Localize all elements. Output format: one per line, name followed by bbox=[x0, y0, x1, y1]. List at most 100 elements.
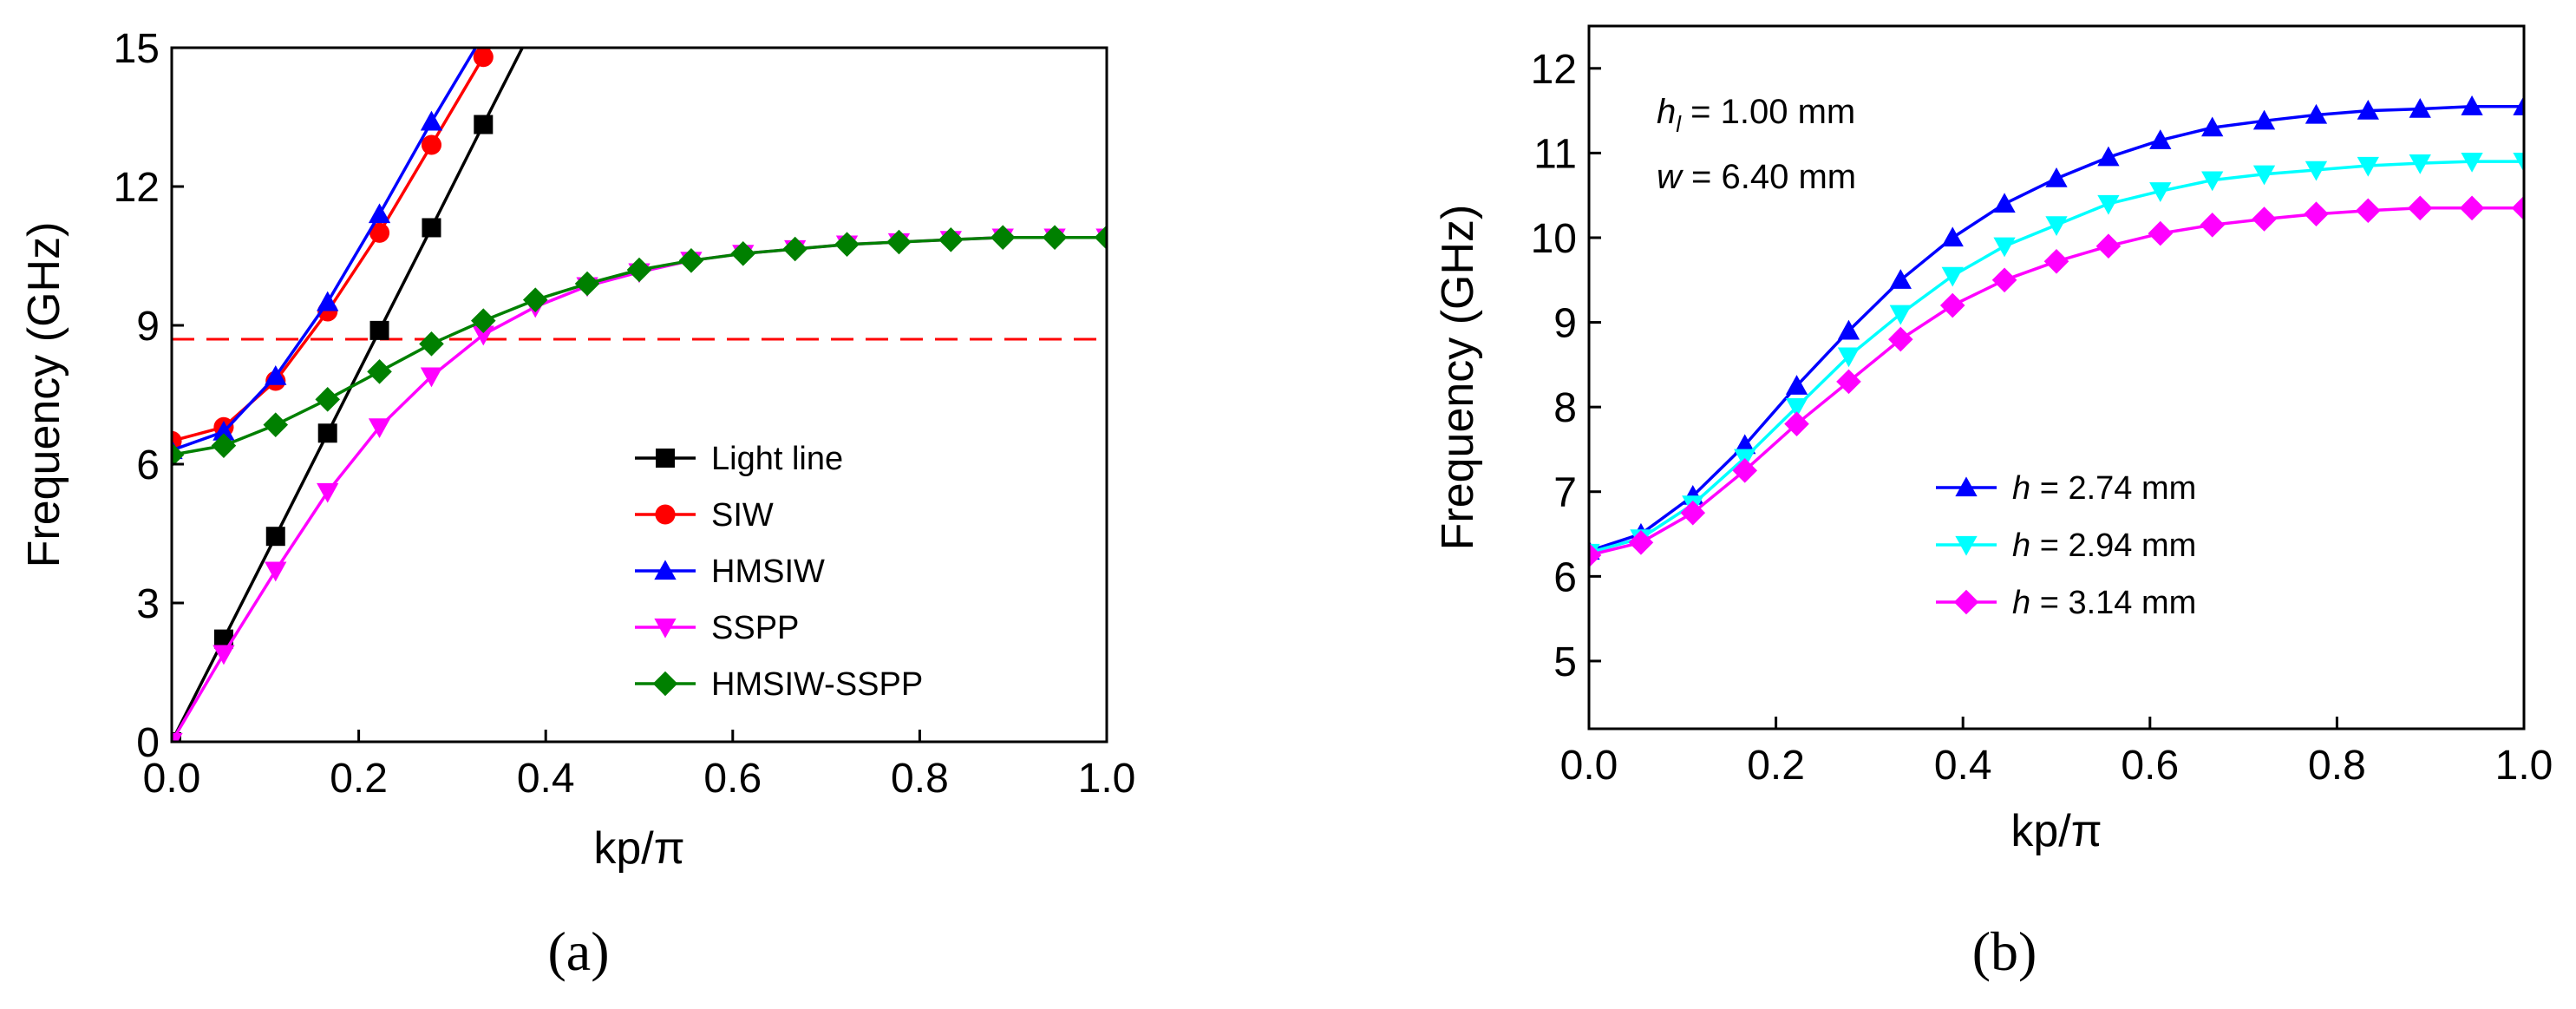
legend-marker bbox=[654, 560, 677, 580]
legend-label: HMSIW bbox=[711, 554, 825, 590]
series-line bbox=[172, 48, 491, 442]
data-point bbox=[474, 115, 494, 134]
chart-b-caption: (b) bbox=[1972, 921, 2037, 982]
legend-item: h = 2.94 mm bbox=[1936, 527, 2196, 564]
legend-label: Light line bbox=[711, 441, 843, 477]
chart-b-annotations: hl = 1.00 mm w = 6.40 mm bbox=[1657, 93, 1856, 196]
data-point bbox=[369, 222, 390, 243]
data-point bbox=[470, 308, 496, 333]
legend-label: h = 2.74 mm bbox=[2012, 470, 2196, 507]
data-point bbox=[1042, 225, 1068, 250]
x-tick-label: 0.2 bbox=[330, 756, 388, 802]
y-tick-label: 12 bbox=[114, 165, 160, 211]
data-point bbox=[367, 359, 392, 384]
data-point bbox=[419, 331, 444, 357]
chart-a-x-ticks: 0.0 0.2 0.4 0.6 0.8 1.0 bbox=[143, 730, 1136, 802]
chart-a-legend: Light line SIW HMSIW SSPP HMSIW-SSPP bbox=[635, 441, 923, 703]
data-point bbox=[2201, 116, 2224, 137]
chart-a-caption: (a) bbox=[547, 921, 609, 982]
data-point bbox=[2357, 156, 2379, 177]
legend-item: h = 3.14 mm bbox=[1936, 585, 2196, 621]
chart-a-series-group bbox=[172, 48, 1107, 742]
data-point bbox=[421, 134, 442, 155]
data-point bbox=[422, 218, 441, 238]
chart-b-series-group bbox=[1589, 95, 2524, 568]
data-point bbox=[938, 227, 964, 252]
series-line bbox=[172, 48, 477, 452]
x-tick-label: 0.6 bbox=[2121, 743, 2179, 789]
data-point bbox=[834, 232, 860, 257]
chart-b-x-label: kp/π bbox=[2010, 806, 2102, 856]
data-point bbox=[2097, 194, 2120, 215]
data-point bbox=[212, 645, 235, 665]
legend-label: SIW bbox=[711, 497, 774, 534]
data-point bbox=[1094, 225, 1107, 250]
data-point bbox=[2149, 182, 2172, 202]
data-point bbox=[473, 48, 494, 68]
chart-b-x-ticks: 0.0 0.2 0.4 0.6 0.8 1.0 bbox=[1560, 717, 2553, 789]
series-hmsiw-sspp bbox=[172, 225, 1107, 468]
x-tick-label: 0.0 bbox=[1560, 743, 1618, 789]
y-tick-label: 7 bbox=[1553, 470, 1577, 516]
data-point bbox=[2149, 129, 2172, 149]
data-point bbox=[2252, 165, 2276, 186]
y-tick-label: 5 bbox=[1553, 639, 1577, 685]
chart-b-legend: h = 2.74 mm h = 2.94 mm h = 3.14 mm bbox=[1936, 470, 2196, 621]
x-tick-label: 0.6 bbox=[703, 756, 762, 802]
data-point bbox=[1991, 267, 2017, 293]
data-point bbox=[1993, 193, 2016, 213]
legend-marker bbox=[654, 618, 677, 639]
data-point bbox=[472, 325, 494, 346]
data-point bbox=[678, 248, 704, 273]
data-point bbox=[2045, 167, 2068, 187]
y-tick-label: 3 bbox=[136, 581, 160, 627]
legend-item: SSPP bbox=[635, 610, 799, 646]
data-point bbox=[317, 291, 339, 311]
legend-marker bbox=[655, 504, 676, 525]
data-point bbox=[2513, 95, 2524, 115]
data-point bbox=[2459, 195, 2485, 221]
data-point bbox=[2305, 103, 2328, 124]
series-h-2-94-mm bbox=[1589, 153, 2524, 564]
data-point bbox=[2095, 233, 2122, 259]
chart-a-y-ticks: 0 3 6 9 12 15 bbox=[114, 26, 184, 766]
data-point bbox=[1887, 326, 1913, 352]
y-tick-label: 10 bbox=[1531, 216, 1577, 262]
y-tick-label: 11 bbox=[1533, 131, 1577, 177]
legend-label: h = 3.14 mm bbox=[2012, 585, 2196, 621]
chart-a-x-label: kp/π bbox=[593, 823, 684, 874]
data-point bbox=[1837, 347, 1860, 368]
data-point bbox=[1785, 375, 1808, 395]
data-point bbox=[2357, 99, 2379, 120]
x-tick-label: 1.0 bbox=[1078, 756, 1136, 802]
data-point bbox=[2045, 216, 2068, 236]
data-point bbox=[1836, 369, 1861, 395]
data-point bbox=[1939, 292, 1965, 318]
data-point bbox=[263, 412, 289, 437]
series-sspp bbox=[172, 228, 1107, 742]
data-point bbox=[1837, 319, 1860, 340]
data-point bbox=[211, 433, 237, 458]
y-tick-label: 9 bbox=[136, 304, 160, 350]
data-point bbox=[522, 287, 548, 312]
data-point bbox=[1628, 530, 1654, 555]
legend-marker bbox=[1955, 476, 1978, 497]
data-point bbox=[1732, 458, 1758, 483]
data-point bbox=[317, 423, 337, 443]
data-point bbox=[990, 225, 1016, 250]
data-point bbox=[1941, 226, 1964, 247]
data-point bbox=[1589, 542, 1602, 568]
x-tick-label: 0.2 bbox=[1747, 743, 1805, 789]
legend-item: HMSIW bbox=[635, 554, 825, 590]
data-point bbox=[265, 365, 287, 385]
chart-a-frame bbox=[170, 46, 1108, 744]
data-point bbox=[2407, 195, 2433, 221]
data-point bbox=[315, 387, 341, 412]
data-point bbox=[420, 110, 443, 131]
data-point bbox=[730, 241, 756, 266]
data-point bbox=[886, 229, 912, 255]
x-tick-label: 0.4 bbox=[517, 756, 575, 802]
data-point bbox=[2461, 153, 2483, 173]
chart-b-y-label: Frequency (GHz) bbox=[1433, 205, 1483, 551]
legend-item: SIW bbox=[635, 497, 774, 534]
